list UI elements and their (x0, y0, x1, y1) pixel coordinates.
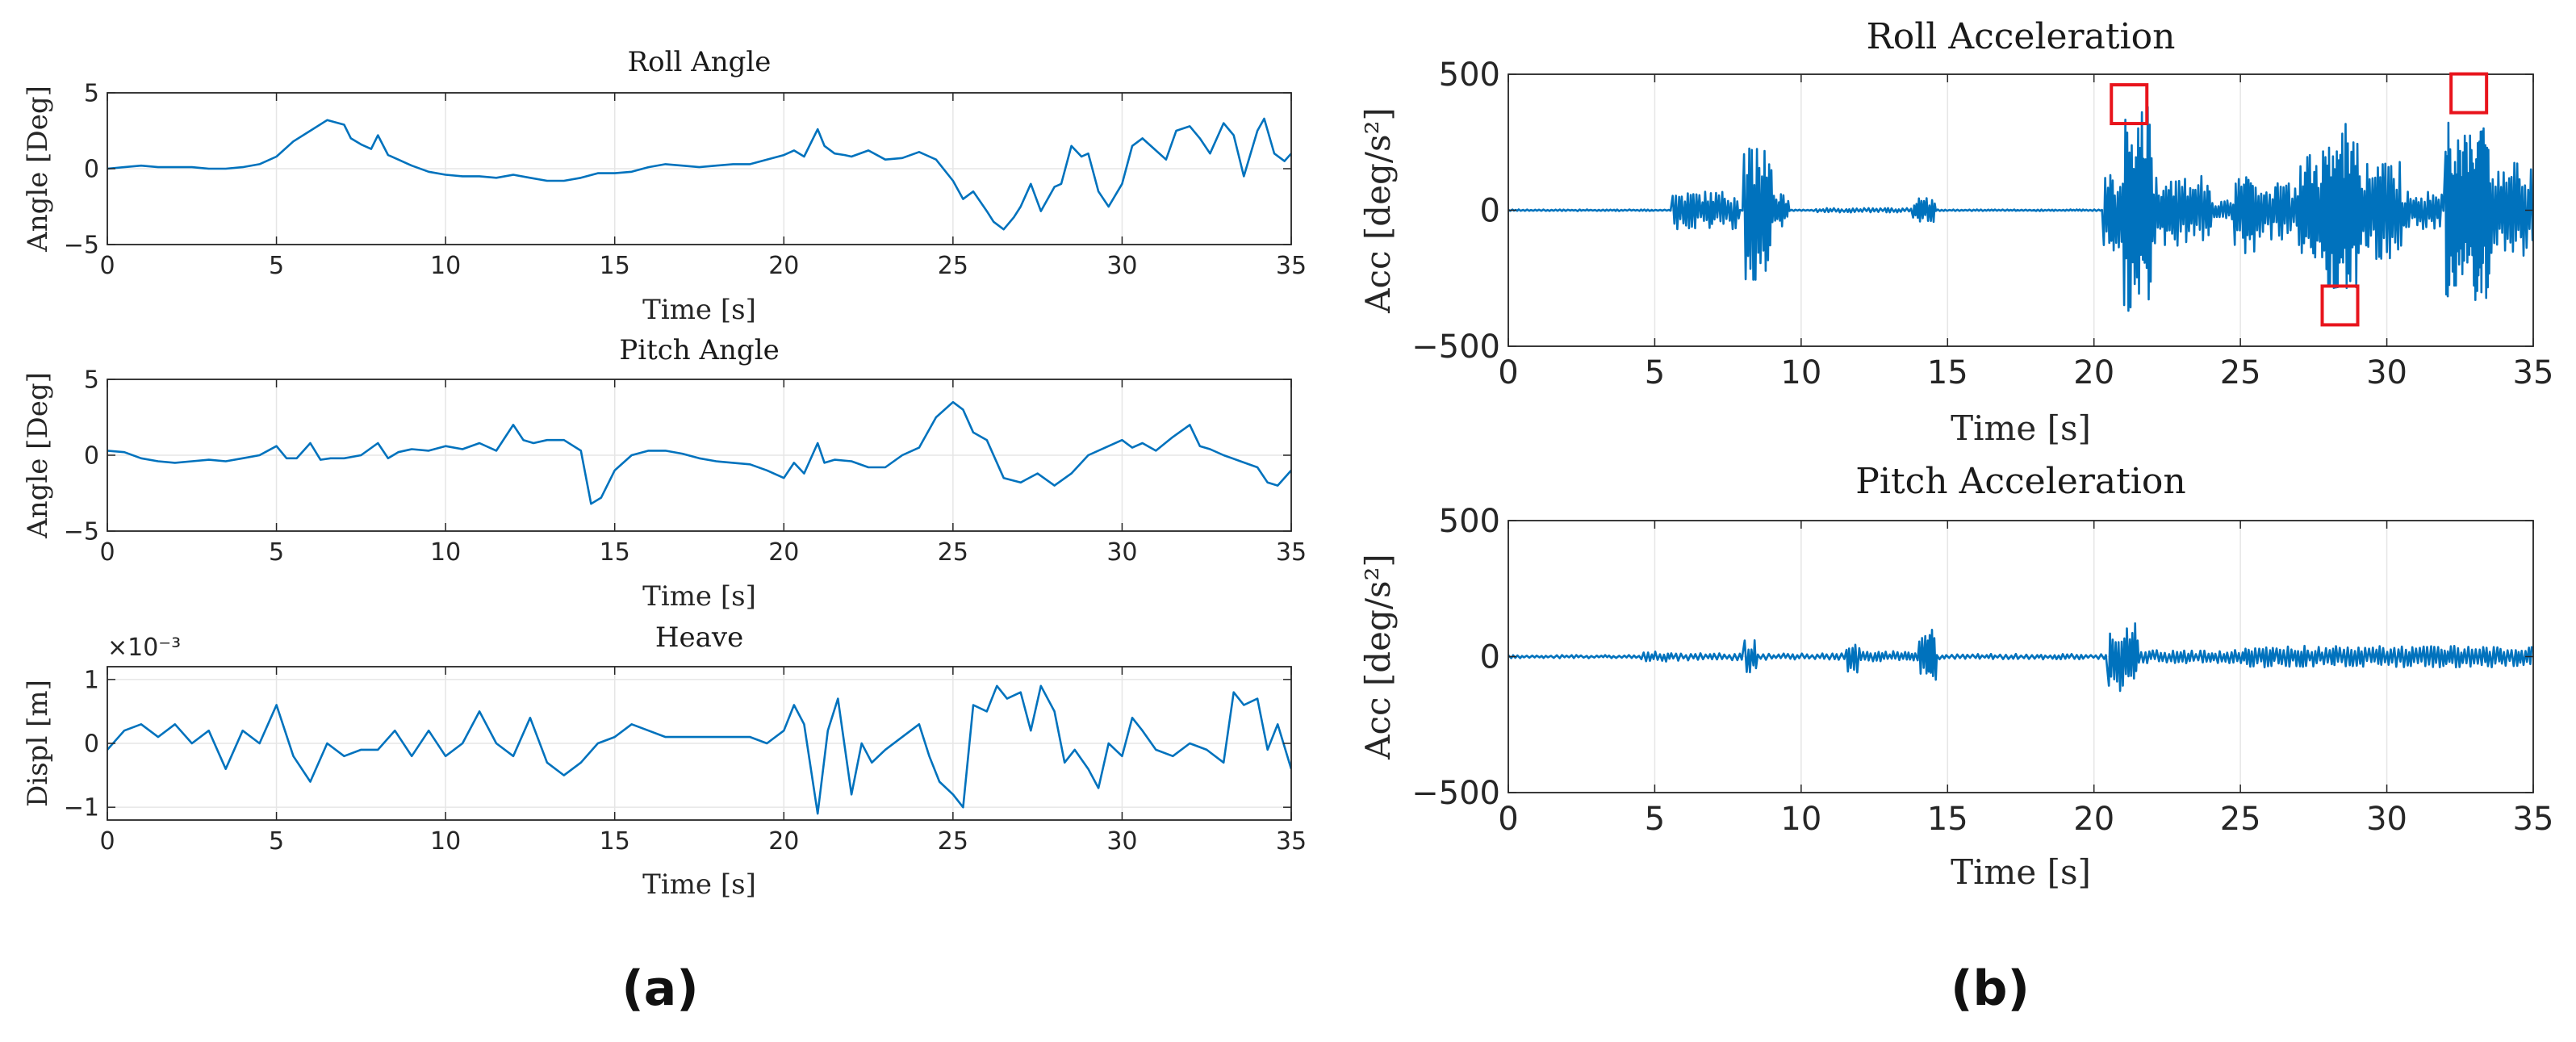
x-tick-label: 5 (269, 827, 284, 856)
x-tick-label: 30 (1106, 538, 1137, 567)
panel-label-a: (a) (621, 960, 698, 1017)
x-tick-label: 15 (600, 252, 630, 280)
roll-angle-xlabel: Time [s] (642, 294, 756, 326)
y-tick-label: 1 (84, 666, 99, 694)
y-tick-label: 500 (1439, 503, 1500, 540)
x-tick-label: 5 (1645, 801, 1665, 838)
y-tick-label: 5 (84, 366, 99, 395)
pitch-acceleration-xlabel: Time [s] (1951, 852, 2091, 892)
roll-angle-ylabel: Angle [Deg] (22, 86, 54, 253)
roll-acceleration-ylabel: Acc [deg/s²] (1358, 107, 1398, 314)
highlight-box (2110, 83, 2149, 126)
y-tick-label: −5 (64, 232, 99, 260)
y-exponent-label: ×10⁻³ (107, 634, 181, 662)
x-tick-label: 35 (2513, 354, 2554, 391)
x-tick-label: 15 (1927, 801, 1968, 838)
x-tick-label: 35 (1276, 827, 1307, 856)
x-tick-label: 25 (938, 827, 968, 856)
x-tick-label: 5 (1645, 354, 1665, 391)
roll-angle-title: Roll Angle (628, 46, 772, 78)
x-tick-label: 30 (2366, 354, 2407, 391)
x-tick-label: 20 (768, 538, 799, 567)
y-tick-label: 0 (1480, 193, 1500, 230)
x-tick-label: 10 (1780, 354, 1821, 391)
y-tick-label: 0 (84, 156, 99, 184)
x-tick-label: 20 (768, 252, 799, 280)
x-tick-label: 10 (430, 827, 461, 856)
x-tick-label: 15 (1927, 354, 1968, 391)
heave-ylabel: Displ [m] (22, 680, 54, 807)
y-tick-label: 0 (84, 442, 99, 471)
x-tick-label: 25 (938, 538, 968, 567)
x-tick-label: 30 (1106, 827, 1137, 856)
x-tick-label: 0 (1498, 354, 1518, 391)
x-tick-label: 25 (938, 252, 968, 280)
x-tick-label: 15 (600, 538, 630, 567)
pitch-angle-title: Pitch Angle (619, 334, 779, 366)
roll-acceleration-title: Roll Acceleration (1867, 16, 2176, 57)
x-tick-label: 10 (1780, 801, 1821, 838)
x-tick-label: 20 (2073, 801, 2114, 838)
y-tick-label: −5 (64, 518, 99, 546)
pitch-acceleration-series-line (1508, 622, 2533, 693)
x-tick-label: 25 (2220, 801, 2261, 838)
y-tick-label: 0 (84, 730, 99, 759)
pitch-angle-xlabel: Time [s] (642, 580, 756, 613)
pitch-acceleration-title: Pitch Acceleration (1855, 461, 2185, 502)
roll-angle-series-line (107, 117, 1291, 231)
x-tick-label: 25 (2220, 354, 2261, 391)
x-tick-label: 15 (600, 827, 630, 856)
x-tick-label: 0 (99, 827, 115, 856)
heave-series-line (107, 684, 1291, 815)
x-tick-label: 20 (2073, 354, 2114, 391)
x-tick-label: 0 (99, 538, 115, 567)
roll-acceleration-xlabel: Time [s] (1951, 408, 2091, 448)
heave-title: Heave (655, 621, 743, 654)
y-tick-label: 500 (1439, 56, 1500, 94)
heave-xlabel: Time [s] (642, 868, 756, 901)
x-tick-label: 0 (99, 252, 115, 280)
x-tick-label: 30 (1106, 252, 1137, 280)
x-tick-label: 35 (1276, 538, 1307, 567)
roll-acceleration-series-line (1508, 106, 2533, 312)
x-tick-label: 30 (2366, 801, 2407, 838)
x-tick-label: 10 (430, 252, 461, 280)
highlight-box (2449, 72, 2489, 115)
pitch-acceleration-ylabel: Acc [deg/s²] (1358, 554, 1398, 760)
x-tick-label: 5 (269, 252, 284, 280)
highlight-box (2320, 284, 2360, 327)
y-tick-label: −500 (1411, 775, 1500, 812)
x-tick-label: 5 (269, 538, 284, 567)
x-tick-label: 35 (1276, 252, 1307, 280)
y-tick-label: −500 (1411, 329, 1500, 366)
panel-label-b: (b) (1951, 960, 2030, 1017)
x-tick-label: 0 (1498, 801, 1518, 838)
y-tick-label: 5 (84, 80, 99, 108)
x-tick-label: 20 (768, 827, 799, 856)
y-tick-label: 0 (1480, 639, 1500, 676)
y-tick-label: −1 (64, 794, 99, 822)
pitch-angle-ylabel: Angle [Deg] (22, 372, 54, 539)
pitch-angle-series-line (107, 400, 1291, 505)
x-tick-label: 35 (2513, 801, 2554, 838)
x-tick-label: 10 (430, 538, 461, 567)
